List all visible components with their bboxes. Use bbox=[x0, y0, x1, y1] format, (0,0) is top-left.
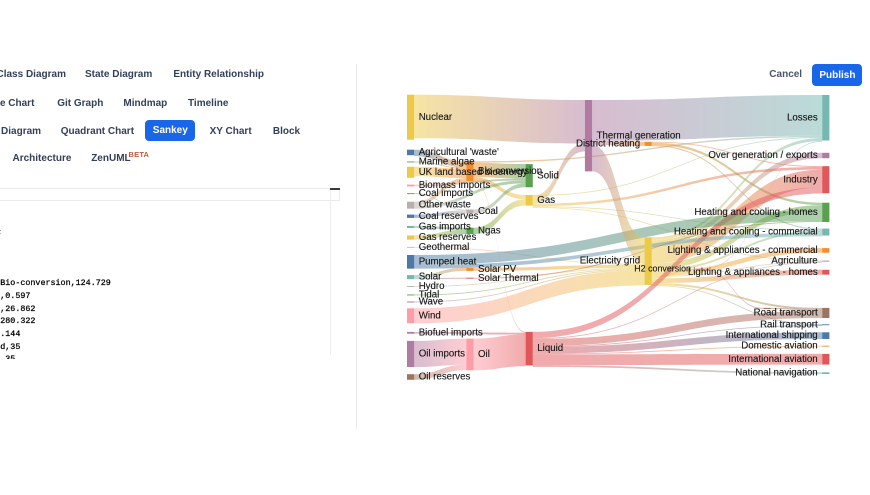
svg-text:UK land based bioenergy: UK land based bioenergy bbox=[419, 167, 528, 178]
svg-text:Tidal: Tidal bbox=[419, 290, 440, 301]
svg-text:Losses: Losses bbox=[787, 112, 818, 123]
svg-text:District heating: District heating bbox=[576, 138, 640, 149]
svg-text:H2 conversion: H2 conversion bbox=[634, 264, 691, 274]
svg-text:Over generation / exports: Over generation / exports bbox=[708, 150, 817, 161]
svg-text:Road transport: Road transport bbox=[754, 308, 818, 319]
svg-text:Ngas: Ngas bbox=[478, 225, 501, 236]
svg-text:Rail transport: Rail transport bbox=[760, 319, 818, 330]
svg-text:Other waste: Other waste bbox=[419, 200, 471, 211]
svg-text:National navigation: National navigation bbox=[735, 368, 817, 379]
svg-text:Hydro: Hydro bbox=[419, 281, 445, 292]
svg-text:Solid: Solid bbox=[537, 170, 559, 181]
svg-text:Gas reserves: Gas reserves bbox=[419, 232, 477, 243]
svg-text:Geothermal: Geothermal bbox=[419, 242, 470, 253]
svg-text:Coal reserves: Coal reserves bbox=[419, 211, 479, 222]
svg-text:Heating and cooling - commerci: Heating and cooling - commercial bbox=[674, 227, 818, 238]
svg-text:Thermal generation: Thermal generation bbox=[597, 130, 681, 141]
svg-text:Pumped heat: Pumped heat bbox=[419, 256, 477, 267]
svg-text:Gas: Gas bbox=[537, 195, 555, 206]
svg-text:Domestic aviation: Domestic aviation bbox=[741, 341, 817, 352]
svg-text:Solar: Solar bbox=[419, 272, 442, 283]
svg-text:Bio-conversion: Bio-conversion bbox=[478, 166, 542, 177]
svg-text:Lighting & appliances - commer: Lighting & appliances - commercial bbox=[667, 245, 817, 256]
svg-text:Nuclear: Nuclear bbox=[419, 112, 453, 123]
svg-text:Solar PV: Solar PV bbox=[478, 264, 517, 275]
svg-text:Coal: Coal bbox=[478, 206, 498, 217]
svg-text:International aviation: International aviation bbox=[728, 354, 817, 365]
svg-text:Coal imports: Coal imports bbox=[419, 188, 474, 199]
svg-text:Wave: Wave bbox=[419, 297, 443, 308]
svg-text:Industry: Industry bbox=[783, 174, 818, 185]
svg-text:Gas imports: Gas imports bbox=[419, 222, 471, 233]
svg-text:Liquid: Liquid bbox=[537, 343, 563, 354]
svg-text:Biomass imports: Biomass imports bbox=[419, 180, 491, 191]
svg-text:Agriculture: Agriculture bbox=[771, 256, 817, 267]
svg-text:International shipping: International shipping bbox=[726, 330, 818, 341]
svg-text:Oil: Oil bbox=[478, 349, 490, 360]
svg-text:Lighting & appliances - homes: Lighting & appliances - homes bbox=[688, 267, 818, 278]
svg-text:Electricity grid: Electricity grid bbox=[580, 256, 640, 267]
svg-text:Agricultural 'waste': Agricultural 'waste' bbox=[419, 147, 499, 158]
svg-text:Marine algae: Marine algae bbox=[419, 157, 475, 168]
svg-text:Solar Thermal: Solar Thermal bbox=[478, 273, 539, 284]
svg-text:Oil imports: Oil imports bbox=[419, 349, 465, 360]
svg-text:Heating and cooling - homes: Heating and cooling - homes bbox=[694, 207, 817, 218]
svg-text:Wind: Wind bbox=[419, 310, 441, 321]
svg-text:Oil reserves: Oil reserves bbox=[419, 372, 471, 383]
svg-text:Biofuel imports: Biofuel imports bbox=[419, 327, 483, 338]
